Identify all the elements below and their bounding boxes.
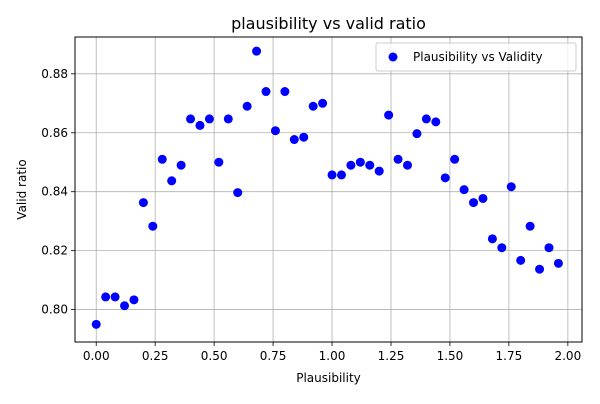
data-point (214, 157, 224, 167)
x-tick-label: 1.25 (378, 349, 405, 363)
data-point (138, 198, 148, 208)
data-point (440, 173, 450, 183)
x-tick-label: 1.50 (437, 349, 464, 363)
data-point (289, 135, 299, 145)
data-point (270, 126, 280, 136)
legend-box (375, 42, 577, 72)
data-point (478, 193, 488, 203)
data-point (553, 258, 563, 268)
data-point (336, 170, 346, 180)
data-point (157, 154, 167, 164)
data-point (384, 110, 394, 120)
data-point (195, 120, 205, 130)
data-point (204, 114, 214, 124)
data-point (393, 154, 403, 164)
data-point (535, 264, 545, 274)
data-point (525, 221, 535, 231)
data-point (308, 101, 318, 111)
data-point (261, 87, 271, 97)
data-point (459, 185, 469, 195)
data-point (233, 188, 243, 198)
data-point (167, 176, 177, 186)
data-point (242, 101, 252, 111)
data-point (487, 234, 497, 244)
data-point (402, 160, 412, 170)
legend-label: Plausibility vs Validity (413, 50, 543, 64)
legend-marker (388, 52, 398, 62)
data-point (431, 117, 441, 127)
plot-area-frame (74, 36, 583, 343)
data-point (412, 129, 422, 139)
data-point (355, 157, 365, 167)
y-tick-label: 0.80 (41, 303, 68, 317)
data-point (450, 154, 460, 164)
x-tick-label: 0.75 (260, 349, 287, 363)
data-point (120, 301, 130, 311)
x-tick-label: 2.00 (554, 349, 581, 363)
data-point (346, 160, 356, 170)
x-tick-label: 0.00 (83, 349, 110, 363)
data-point (506, 182, 516, 192)
data-point (421, 114, 431, 124)
chart-title: plausibility vs valid ratio (231, 14, 426, 33)
data-point (110, 292, 120, 302)
data-point (91, 319, 101, 329)
data-point (365, 160, 375, 170)
y-tick-label: 0.86 (41, 126, 68, 140)
y-tick-label: 0.88 (41, 67, 68, 81)
x-axis-label: Plausibility (296, 371, 361, 385)
data-point (318, 98, 328, 108)
data-point (186, 114, 196, 124)
data-point (469, 198, 479, 208)
data-point (148, 221, 158, 231)
data-point (176, 160, 186, 170)
grid-lines (75, 37, 582, 342)
y-axis-label: Valid ratio (15, 159, 29, 219)
data-point (129, 295, 139, 305)
x-tick-label: 0.50 (201, 349, 228, 363)
x-tick-label: 0.25 (142, 349, 169, 363)
data-point (544, 243, 554, 253)
data-point (374, 166, 384, 176)
chart-legend: Plausibility vs Validity (375, 42, 577, 72)
axis-ticks: 0.00 0.25 0.50 0.75 1.00 1.25 1.50 1.75 2.00 0.80… (41, 67, 581, 363)
y-tick-label: 0.84 (41, 185, 68, 199)
data-point (327, 170, 337, 180)
x-tick-label: 1.75 (496, 349, 523, 363)
data-point (280, 87, 290, 97)
data-points (91, 46, 563, 329)
data-point (252, 46, 262, 56)
data-point (223, 114, 233, 124)
data-point (497, 243, 507, 253)
y-tick-label: 0.82 (41, 244, 68, 258)
data-point (516, 255, 526, 265)
data-point (101, 292, 111, 302)
data-point (299, 132, 309, 142)
x-tick-label: 1.00 (319, 349, 346, 363)
